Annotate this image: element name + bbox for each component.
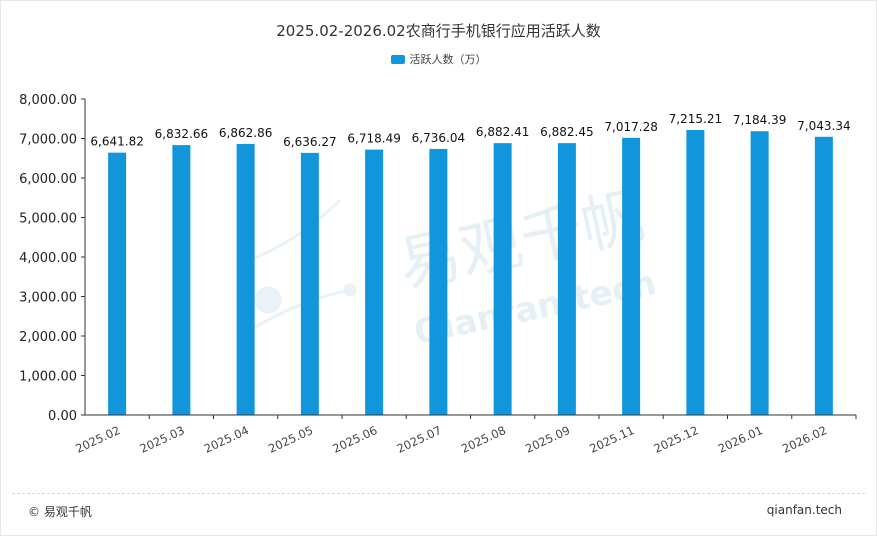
- bar: [493, 143, 512, 415]
- data-label: 6,718.49: [347, 132, 400, 146]
- bar: [557, 143, 576, 415]
- y-tick-label: 4,000.00: [19, 251, 77, 266]
- bar: [750, 131, 769, 415]
- bar: [236, 143, 255, 415]
- bar: [365, 149, 384, 416]
- bar: [108, 152, 127, 415]
- legend-swatch: [390, 54, 405, 64]
- data-label: 7,184.39: [733, 113, 786, 127]
- watermark-logo-icon: [249, 198, 357, 332]
- data-label: 6,882.41: [476, 125, 529, 139]
- legend[interactable]: 活跃人数（万）: [0, 51, 877, 67]
- data-label: 7,215.21: [669, 112, 722, 126]
- footer-copyright: © 易观千帆: [28, 505, 92, 519]
- bars: 6,641.82 6,832.66 6,862.86 6,636.27 6,718.49…: [90, 112, 851, 416]
- x-axis: 2025.02 2025.03 2025.04 2025.05 2025.06 2025.…: [73, 414, 857, 456]
- x-tick-label: 2025.04: [202, 423, 251, 456]
- x-tick-label: 2025.06: [330, 423, 379, 456]
- data-label: 6,832.66: [155, 127, 208, 141]
- footer-divider: [12, 493, 865, 494]
- data-label: 6,882.45: [540, 125, 593, 139]
- data-label: 6,636.27: [283, 135, 336, 149]
- y-tick-label: 0.00: [48, 409, 77, 424]
- bar: [814, 136, 833, 415]
- y-tick-label: 3,000.00: [19, 291, 77, 306]
- x-tick-label: 2025.11: [587, 423, 636, 456]
- bar-chart: 易观千帆 Qianfan.tech 0.001,000.002,000.003,…: [19, 93, 857, 456]
- y-tick-label: 2,000.00: [19, 330, 77, 345]
- x-tick-label: 2025.08: [459, 423, 508, 456]
- data-label: 6,641.82: [90, 135, 143, 149]
- x-tick-label: 2025.05: [266, 423, 315, 456]
- x-tick-label: 2025.07: [395, 423, 444, 456]
- y-tick-label: 1,000.00: [19, 370, 77, 385]
- x-tick-label: 2025.09: [523, 423, 572, 456]
- data-label: 6,736.04: [412, 131, 465, 145]
- data-label: 7,043.34: [797, 119, 850, 133]
- x-tick-label: 2025.12: [652, 423, 701, 456]
- bar: [686, 129, 705, 415]
- y-tick-label: 8,000.00: [19, 93, 77, 108]
- legend-label: 活跃人数（万）: [409, 53, 487, 66]
- bar: [172, 145, 191, 415]
- y-tick-label: 5,000.00: [19, 212, 77, 227]
- footer-site[interactable]: qianfan.tech: [766, 503, 842, 517]
- bar: [429, 148, 448, 415]
- bar: [300, 152, 319, 415]
- data-label: 7,017.28: [604, 120, 657, 134]
- y-tick-label: 7,000.00: [19, 133, 77, 148]
- x-tick-label: 2026.02: [780, 423, 829, 456]
- chart-title: 2025.02-2026.02农商行手机银行应用活跃人数: [276, 22, 601, 40]
- bar: [622, 137, 641, 415]
- data-label: 6,862.86: [219, 126, 272, 140]
- x-tick-label: 2025.03: [138, 423, 187, 456]
- x-tick-label: 2026.01: [716, 423, 765, 456]
- x-tick-label: 2025.02: [73, 423, 122, 456]
- y-axis: 0.00 1,000.00 2,000.00 3,000.00 4,000.00 5,00…: [19, 93, 86, 424]
- y-tick-label: 6,000.00: [19, 172, 77, 187]
